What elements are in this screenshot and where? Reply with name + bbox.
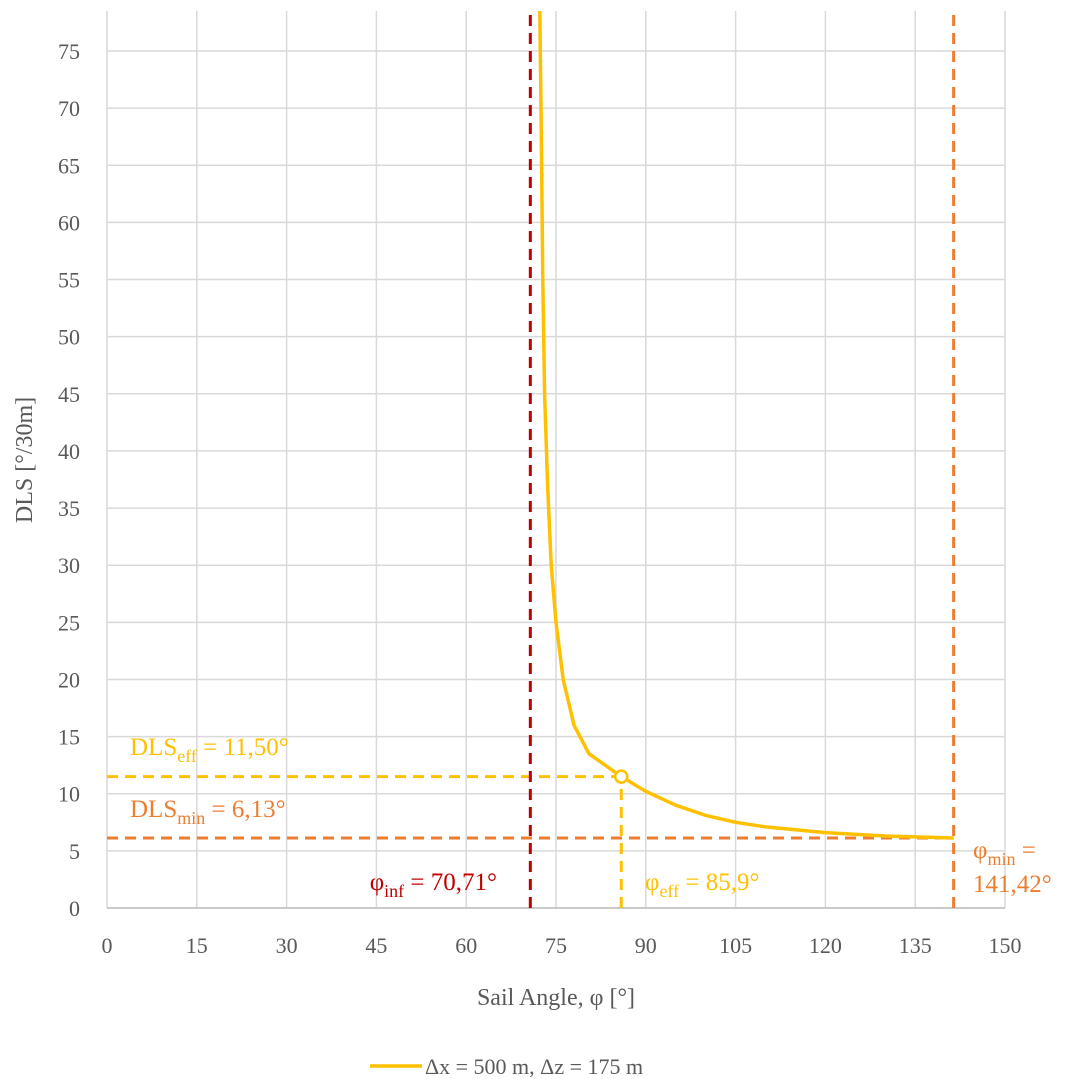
annotation-sub: min	[987, 849, 1015, 869]
annotation: DLSmin = 6,13°	[130, 796, 286, 828]
x-tick-label: 120	[809, 933, 842, 958]
y-tick-label: 0	[69, 896, 80, 921]
x-tick-label: 75	[545, 933, 567, 958]
series-line	[538, 10, 954, 840]
y-tick-label: 15	[58, 725, 80, 750]
y-axis-title: DLS [°/30m]	[12, 397, 38, 523]
annotation-rest: = 70,71°	[404, 869, 497, 896]
marker	[614, 769, 629, 784]
annotation-sub: min	[177, 808, 205, 828]
x-tick-label: 15	[186, 933, 208, 958]
y-tick-label: 10	[58, 782, 80, 807]
annotation-rest: =	[1015, 837, 1035, 864]
x-tick-label: 45	[365, 933, 387, 958]
annotation: φeff = 85,9°	[645, 869, 759, 901]
y-tick-label: 5	[69, 839, 80, 864]
x-tick-label: 90	[635, 933, 657, 958]
annotation: φinf = 70,71°	[370, 869, 497, 901]
y-tick-label: 20	[58, 667, 80, 692]
y-tick-label: 40	[58, 439, 80, 464]
annotation-base: φ	[645, 869, 659, 896]
annotation-sub: inf	[384, 881, 404, 901]
y-tick-label: 25	[58, 610, 80, 635]
y-tick-label: 70	[58, 96, 80, 121]
annotation-rest: = 11,50°	[197, 734, 289, 761]
y-tick-label: 55	[58, 268, 80, 293]
y-tick-label: 50	[58, 325, 80, 350]
x-tick-label: 60	[455, 933, 477, 958]
legend-label: Δx = 500 m, Δz = 175 m	[425, 1054, 643, 1079]
annotation-base: φ	[973, 837, 987, 864]
annotation-rest: = 6,13°	[205, 796, 285, 823]
x-tick-label: 30	[276, 933, 298, 958]
annotation: 141,42°	[973, 871, 1052, 898]
annotation-base: DLS	[130, 796, 177, 823]
annotation-rest: = 85,9°	[679, 869, 759, 896]
annotation-base: φ	[370, 869, 384, 896]
x-tick-label: 135	[899, 933, 932, 958]
y-tick-label: 75	[58, 39, 80, 64]
annotation-base: DLS	[130, 734, 177, 761]
y-tick-label: 65	[58, 153, 80, 178]
x-axis-title: Sail Angle, φ [°]	[477, 985, 635, 1011]
y-tick-label: 35	[58, 496, 80, 521]
x-tick-label: 105	[719, 933, 752, 958]
y-tick-label: 30	[58, 553, 80, 578]
annotation: DLSeff = 11,50°	[130, 734, 289, 766]
y-tick-label: 60	[58, 210, 80, 235]
annotation-sub: eff	[177, 746, 197, 766]
annotation: φmin =	[973, 837, 1036, 869]
x-tick-label: 150	[989, 933, 1022, 958]
x-tick-label: 0	[102, 933, 113, 958]
annotation-sub: eff	[659, 881, 679, 901]
y-tick-label: 45	[58, 382, 80, 407]
